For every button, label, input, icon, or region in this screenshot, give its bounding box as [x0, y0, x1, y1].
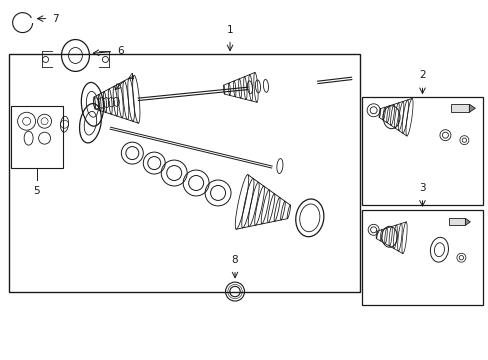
- Text: 7: 7: [52, 14, 59, 24]
- Bar: [11, 106, 62, 168]
- Bar: [9, 54, 359, 292]
- Text: 3: 3: [418, 183, 425, 193]
- Bar: [450, 104, 468, 112]
- Text: 2: 2: [418, 71, 425, 80]
- Text: 1: 1: [226, 24, 233, 35]
- Polygon shape: [465, 219, 469, 225]
- Text: 8: 8: [231, 255, 238, 265]
- Polygon shape: [468, 104, 474, 112]
- Text: 4: 4: [127, 73, 134, 84]
- Text: 5: 5: [33, 186, 40, 196]
- Bar: [361, 210, 482, 305]
- Text: 6: 6: [117, 46, 124, 57]
- Bar: [448, 219, 465, 225]
- Bar: [361, 97, 482, 205]
